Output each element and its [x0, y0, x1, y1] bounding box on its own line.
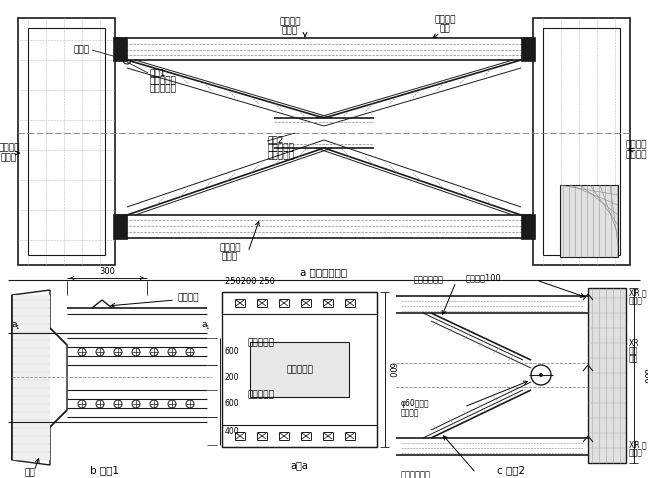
Text: 伸臂桁架弦: 伸臂桁架弦: [150, 76, 177, 86]
Text: 磨平: 磨平: [629, 355, 638, 363]
Text: a: a: [202, 320, 207, 329]
Bar: [560, 185, 618, 257]
Bar: [222, 425, 377, 447]
Text: 临时连接板: 临时连接板: [247, 391, 274, 400]
Text: 节点2: 节点2: [268, 135, 284, 144]
Text: 焊后: 焊后: [629, 347, 638, 356]
Text: XR 焊: XR 焊: [629, 441, 647, 449]
Text: a 伸臂桁架剖面: a 伸臂桁架剖面: [301, 267, 347, 277]
Text: a－a: a－a: [290, 460, 308, 470]
Bar: [250, 342, 349, 397]
Bar: [521, 214, 535, 239]
Text: XR 焊: XR 焊: [629, 289, 647, 297]
Bar: [222, 292, 377, 447]
Bar: [12, 295, 50, 460]
Text: 架钢管柱: 架钢管柱: [625, 151, 647, 160]
Text: 现场焊缝100: 现场焊缝100: [466, 273, 502, 282]
Text: 现场焊缝: 现场焊缝: [177, 293, 198, 303]
Text: 伸臂桁架腹杆: 伸臂桁架腹杆: [401, 470, 431, 478]
Text: 伸臂桁架弦杆: 伸臂桁架弦杆: [414, 275, 444, 284]
Text: 伸臂桁架: 伸臂桁架: [279, 18, 301, 26]
Text: 250200 250: 250200 250: [225, 278, 275, 286]
Text: 600: 600: [225, 347, 239, 356]
Text: 300: 300: [99, 268, 115, 276]
Text: 钢管柱: 钢管柱: [1, 153, 17, 163]
Text: c 节点2: c 节点2: [497, 465, 525, 475]
Text: 下弦杆: 下弦杆: [222, 252, 238, 261]
Text: 伸臂桁架: 伸臂桁架: [219, 243, 241, 252]
Text: 后磨平: 后磨平: [629, 448, 643, 457]
Text: 600: 600: [642, 368, 648, 383]
Text: 销轴连接: 销轴连接: [401, 409, 419, 417]
Bar: [543, 28, 620, 255]
Bar: [115, 38, 533, 60]
Bar: [588, 288, 626, 463]
Text: 后磨平: 后磨平: [629, 296, 643, 305]
Text: 临时连接板: 临时连接板: [286, 365, 313, 374]
Bar: [533, 18, 630, 265]
Bar: [28, 28, 105, 255]
Text: 柱壁: 柱壁: [25, 468, 36, 478]
Text: 600: 600: [225, 399, 239, 408]
Text: 上弦杆: 上弦杆: [282, 26, 298, 35]
Text: 现场连接: 现场连接: [434, 15, 456, 24]
Bar: [113, 214, 127, 239]
Text: b 节点1: b 节点1: [91, 465, 119, 475]
Text: 核心筒框: 核心筒框: [625, 141, 647, 150]
Text: 1: 1: [16, 325, 19, 330]
Text: φ60的销轴: φ60的销轴: [401, 399, 430, 408]
Text: 杆临时连接: 杆临时连接: [150, 85, 177, 94]
Circle shape: [539, 373, 543, 377]
Text: 临时连接板: 临时连接板: [247, 338, 274, 348]
Bar: [113, 37, 127, 61]
Text: 外筒框架: 外筒框架: [0, 143, 19, 152]
Text: 伸臂桁架腹: 伸臂桁架腹: [268, 143, 295, 152]
Text: XR: XR: [629, 338, 640, 348]
Bar: [521, 37, 535, 61]
Bar: [18, 18, 115, 265]
Text: 400: 400: [225, 426, 239, 435]
Text: 200: 200: [225, 373, 239, 382]
Text: 节点1: 节点1: [150, 68, 167, 77]
Text: 虚交点: 虚交点: [74, 45, 90, 54]
Text: 1: 1: [205, 325, 209, 330]
Text: 焊缝: 焊缝: [439, 24, 450, 33]
Text: a: a: [11, 320, 17, 329]
Bar: [222, 292, 377, 314]
Text: 杆临时连接: 杆临时连接: [268, 152, 295, 161]
Text: 600: 600: [386, 361, 395, 378]
